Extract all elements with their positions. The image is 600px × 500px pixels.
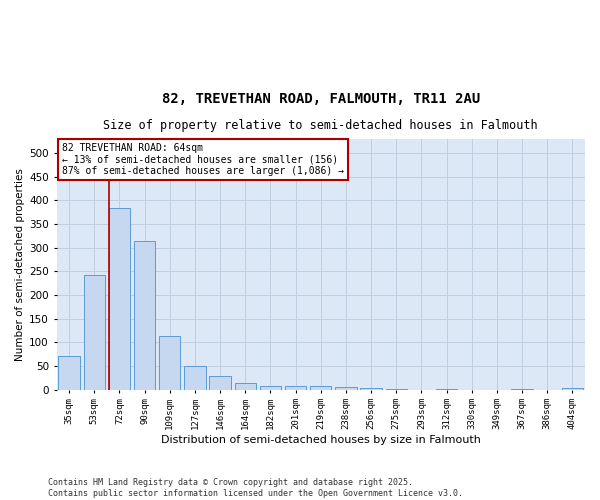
Text: 82 TREVETHAN ROAD: 64sqm
← 13% of semi-detached houses are smaller (156)
87% of : 82 TREVETHAN ROAD: 64sqm ← 13% of semi-d… <box>62 143 344 176</box>
Bar <box>134 240 155 390</box>
Bar <box>260 386 281 390</box>
Bar <box>235 384 256 390</box>
Bar <box>436 388 457 390</box>
Bar <box>209 376 231 390</box>
Bar <box>361 388 382 390</box>
Text: 82, TREVETHAN ROAD, FALMOUTH, TR11 2AU: 82, TREVETHAN ROAD, FALMOUTH, TR11 2AU <box>161 92 480 106</box>
Bar <box>335 386 356 390</box>
Bar <box>562 388 583 390</box>
Bar <box>58 356 80 390</box>
Text: Contains HM Land Registry data © Crown copyright and database right 2025.
Contai: Contains HM Land Registry data © Crown c… <box>48 478 463 498</box>
Bar <box>184 366 206 390</box>
Bar <box>109 208 130 390</box>
Bar <box>159 336 181 390</box>
Bar <box>285 386 307 390</box>
Bar <box>83 274 105 390</box>
Text: Size of property relative to semi-detached houses in Falmouth: Size of property relative to semi-detach… <box>103 118 538 132</box>
Y-axis label: Number of semi-detached properties: Number of semi-detached properties <box>15 168 25 360</box>
Bar <box>310 386 331 390</box>
X-axis label: Distribution of semi-detached houses by size in Falmouth: Distribution of semi-detached houses by … <box>161 435 481 445</box>
